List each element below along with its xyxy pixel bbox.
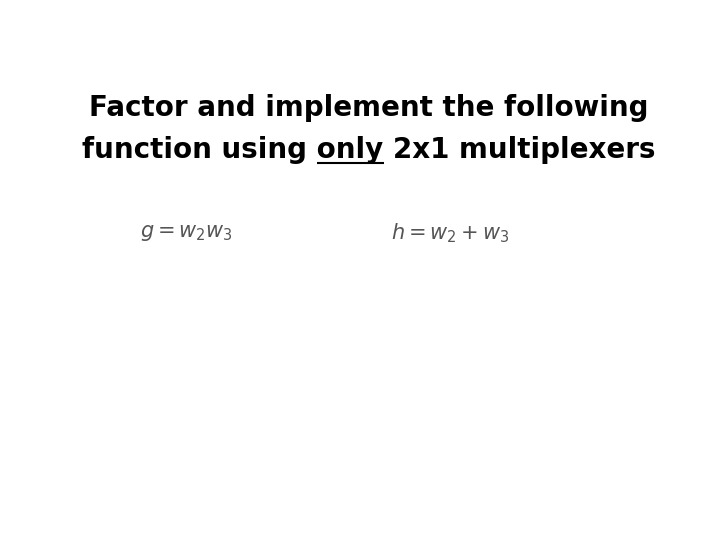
Text: function using only 2x1 multiplexers: function using only 2x1 multiplexers [82, 136, 656, 164]
Text: $h = w_2 + w_3$: $h = w_2 + w_3$ [392, 221, 510, 245]
Text: $g = w_2w_3$: $g = w_2w_3$ [140, 223, 233, 243]
Text: Factor and implement the following: Factor and implement the following [89, 94, 649, 123]
